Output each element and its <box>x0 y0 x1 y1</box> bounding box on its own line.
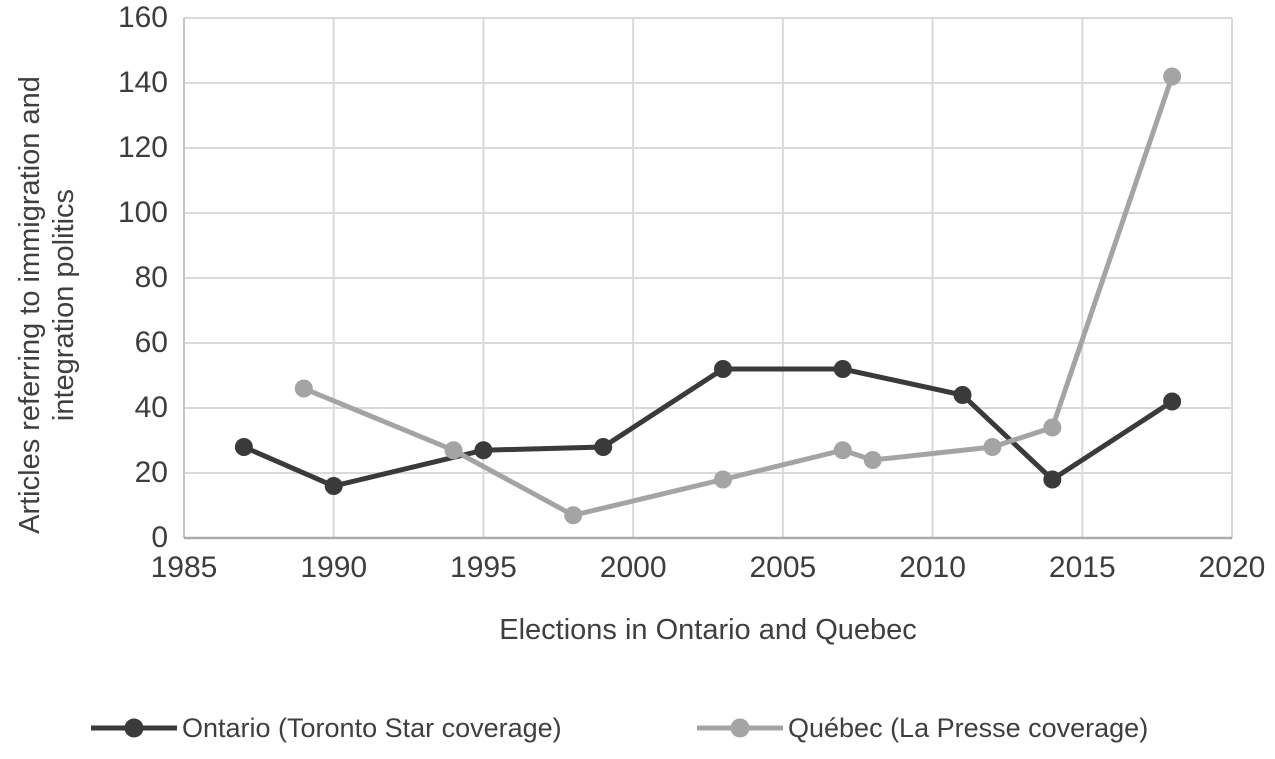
y-tick-label: 0 <box>151 521 168 554</box>
y-axis-title-line1: Articles referring to immigration and <box>14 76 46 534</box>
data-point <box>564 506 583 525</box>
legend-label: Québec (La Presse coverage) <box>788 712 1149 743</box>
y-tick-label: 160 <box>117 1 168 34</box>
data-point <box>713 470 732 489</box>
data-point <box>713 360 732 378</box>
x-tick-label: 2010 <box>899 551 966 584</box>
y-tick-label: 40 <box>134 391 168 424</box>
y-axis-title-line2: integration politics <box>48 188 80 422</box>
x-tick-label: 2005 <box>749 551 817 584</box>
data-point <box>833 360 852 378</box>
x-tick-label: 1995 <box>450 551 517 584</box>
data-point <box>324 477 343 495</box>
data-point <box>474 441 493 460</box>
data-point <box>1163 67 1182 86</box>
data-point <box>833 441 852 460</box>
legend-item-1: Québec (La Presse coverage) <box>697 706 1148 750</box>
x-tick-label: 2015 <box>1048 551 1116 584</box>
y-tick-label: 120 <box>117 131 168 164</box>
data-point <box>863 451 882 469</box>
data-point <box>1163 392 1182 411</box>
series-line-1 <box>302 75 1175 518</box>
data-point <box>953 386 972 404</box>
legend-marker-icon <box>697 718 783 738</box>
x-tick-label: 1990 <box>300 551 368 584</box>
legend-label: Ontario (Toronto Star coverage) <box>182 712 562 743</box>
y-tick-label: 80 <box>134 261 168 294</box>
data-point <box>444 441 463 460</box>
data-point <box>594 438 613 456</box>
data-point <box>983 438 1002 456</box>
x-axis-title: Elections in Ontario and Quebec <box>499 614 917 646</box>
y-axis-title: Articles referring to immigration and in… <box>13 5 81 605</box>
data-point <box>294 379 313 398</box>
legend-marker-icon <box>91 718 177 738</box>
y-tick-label: 140 <box>117 66 168 99</box>
data-point <box>1043 418 1062 437</box>
x-tick-label: 2020 <box>1198 551 1266 584</box>
y-tick-label: 100 <box>117 196 168 229</box>
legend-item-0: Ontario (Toronto Star coverage) <box>91 706 562 750</box>
data-point <box>234 438 253 456</box>
x-tick-label: 1985 <box>150 551 218 584</box>
data-point <box>1043 470 1062 489</box>
series-line-0 <box>242 366 1174 489</box>
y-tick-label: 20 <box>134 456 168 489</box>
x-tick-label: 2000 <box>599 551 667 584</box>
y-tick-label: 60 <box>134 326 168 359</box>
